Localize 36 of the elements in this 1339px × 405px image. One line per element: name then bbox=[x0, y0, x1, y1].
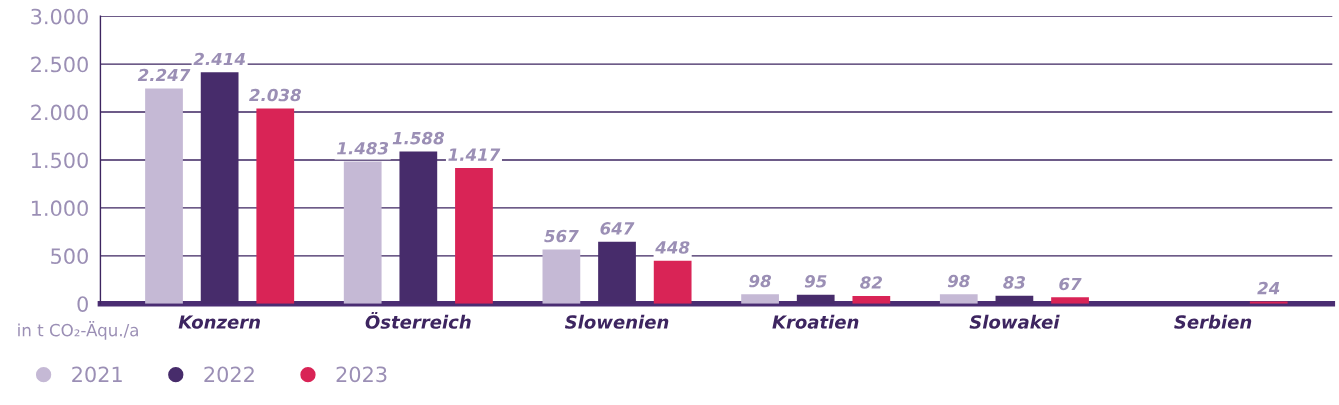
data-label: 82 bbox=[860, 276, 883, 289]
data-label: 1.588 bbox=[392, 131, 445, 145]
x-tick-label: Österreich bbox=[365, 311, 471, 329]
y-tick-label: 500 bbox=[51, 248, 88, 265]
data-label: 83 bbox=[1003, 276, 1026, 289]
y-tick-label: 0 bbox=[77, 296, 88, 312]
y-axis-title: in t CO₂-Äqu./a bbox=[18, 321, 138, 340]
data-label: 2.414 bbox=[193, 52, 245, 66]
data-label: 24 bbox=[1257, 281, 1280, 295]
data-label: 1.417 bbox=[448, 148, 501, 161]
legend-label: 2022 bbox=[204, 366, 254, 383]
bar bbox=[343, 161, 382, 304]
data-label: 2.038 bbox=[249, 88, 302, 102]
data-label: 2.247 bbox=[137, 68, 191, 82]
x-tick-label: Slowakei bbox=[969, 314, 1060, 329]
data-label: 567 bbox=[544, 229, 579, 243]
x-tick-label: Konzern bbox=[178, 315, 260, 329]
y-tick-label: 1.000 bbox=[31, 200, 88, 217]
data-label: 67 bbox=[1059, 277, 1082, 291]
data-label: 98 bbox=[947, 274, 970, 288]
data-label: 647 bbox=[600, 222, 635, 235]
x-tick-label: Kroatien bbox=[772, 314, 859, 329]
y-tick-label: 2.000 bbox=[31, 104, 88, 121]
data-label: 98 bbox=[749, 274, 772, 288]
data-label: 95 bbox=[804, 274, 827, 288]
y-tick-label: 3.000 bbox=[31, 8, 88, 25]
bar bbox=[455, 167, 493, 304]
data-label: 448 bbox=[655, 241, 690, 254]
x-tick-label: Slowenien bbox=[564, 314, 669, 329]
legend-label: 2023 bbox=[336, 366, 387, 383]
data-label: 1.483 bbox=[337, 141, 389, 155]
y-tick-label: 1.500 bbox=[31, 152, 88, 169]
bar bbox=[653, 260, 692, 304]
x-tick-label: Serbien bbox=[1174, 314, 1252, 329]
y-tick-label: 2.500 bbox=[31, 56, 88, 73]
legend-label: 2021 bbox=[72, 366, 122, 383]
